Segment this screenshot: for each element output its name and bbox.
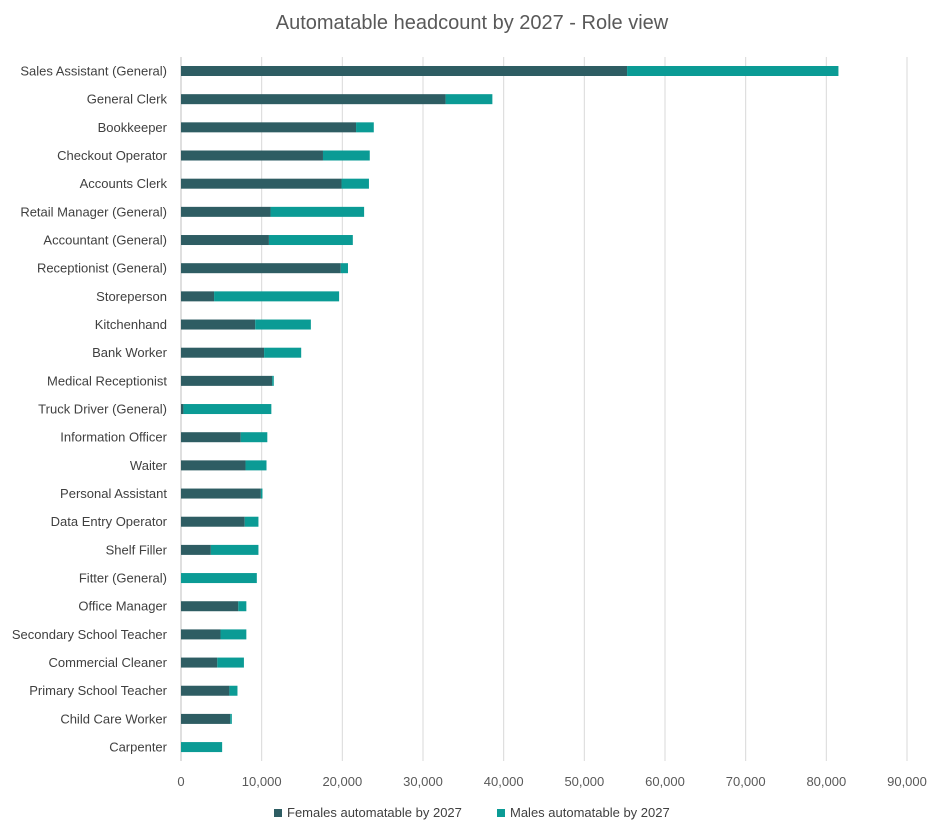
x-tick-label: 70,000 <box>726 774 766 789</box>
category-label: Kitchenhand <box>95 317 167 332</box>
category-label: Bookkeeper <box>98 120 168 135</box>
bar-males <box>341 178 369 189</box>
bar-males <box>244 516 259 527</box>
category-label: Storeperson <box>96 289 167 304</box>
bar-females <box>181 657 218 668</box>
bar-females <box>181 432 241 443</box>
bar-males <box>322 150 370 161</box>
bar-females <box>181 178 342 189</box>
bar-females <box>181 713 231 724</box>
category-label: Primary School Teacher <box>29 683 167 698</box>
bar-females <box>181 516 245 527</box>
x-tick-label: 60,000 <box>645 774 685 789</box>
bar-females <box>181 544 211 555</box>
bar-females <box>181 404 184 415</box>
category-label: Truck Driver (General) <box>38 402 167 417</box>
bar-males <box>445 94 493 105</box>
bar-males <box>272 375 274 386</box>
category-label: Receptionist (General) <box>37 261 167 276</box>
x-tick-label: 10,000 <box>242 774 282 789</box>
bar-layer <box>181 66 839 753</box>
bar-males <box>264 347 302 358</box>
value-axis: 0 10,000 20,000 30,000 40,000 50,000 60,000 70,… <box>177 774 927 789</box>
legend-label-males: Males automatable by 2027 <box>510 805 670 820</box>
category-label: General Clerk <box>87 92 168 107</box>
category-label: Retail Manager (General) <box>20 204 167 219</box>
bar-males <box>230 713 232 724</box>
bar-males <box>356 122 374 133</box>
legend: Females automatable by 2027 Males automa… <box>274 805 670 820</box>
bar-females <box>181 347 265 358</box>
x-tick-label: 0 <box>177 774 184 789</box>
chart-title: Automatable headcount by 2027 - Role vie… <box>276 12 669 34</box>
grid-layer <box>180 57 908 761</box>
bar-females <box>181 601 239 612</box>
category-label: Waiter <box>130 458 168 473</box>
category-label: Child Care Worker <box>60 711 167 726</box>
x-tick-label: 20,000 <box>322 774 362 789</box>
bar-females <box>181 488 261 499</box>
category-label: Personal Assistant <box>60 486 167 501</box>
bar-males <box>240 432 268 443</box>
category-label: Carpenter <box>109 740 167 755</box>
x-tick-label: 40,000 <box>484 774 524 789</box>
bar-females <box>181 629 221 640</box>
bar-males <box>268 235 353 246</box>
bar-females <box>181 235 269 246</box>
category-label: Bank Worker <box>92 345 168 360</box>
x-tick-label: 90,000 <box>887 774 927 789</box>
category-label: Commercial Cleaner <box>49 655 168 670</box>
legend-swatch-females <box>274 809 282 817</box>
bar-females <box>181 375 273 386</box>
x-tick-label: 30,000 <box>403 774 443 789</box>
bar-males <box>220 629 247 640</box>
bar-females <box>181 460 246 471</box>
category-label: Medical Receptionist <box>47 373 167 388</box>
category-axis: Sales Assistant (General) General Clerk Bo… <box>12 64 168 755</box>
bar-males <box>245 460 267 471</box>
bar-males <box>238 601 247 612</box>
category-label: Office Manager <box>78 599 167 614</box>
bar-males <box>255 319 311 330</box>
bar-females <box>181 122 357 133</box>
bar-males <box>181 573 257 584</box>
x-tick-label: 80,000 <box>806 774 846 789</box>
category-label: Data Entry Operator <box>51 514 168 529</box>
bar-males <box>183 404 272 415</box>
category-label: Accountant (General) <box>43 233 167 248</box>
legend-swatch-males <box>497 809 505 817</box>
legend-label-females: Females automatable by 2027 <box>287 805 462 820</box>
category-label: Secondary School Teacher <box>12 627 168 642</box>
bar-females <box>181 150 323 161</box>
category-label: Fitter (General) <box>79 571 167 586</box>
category-label: Sales Assistant (General) <box>20 64 167 79</box>
bar-males <box>210 544 259 555</box>
bar-males <box>260 488 263 499</box>
bar-males <box>181 742 223 753</box>
bar-males <box>270 206 365 217</box>
bar-males <box>340 263 348 274</box>
bar-males <box>217 657 244 668</box>
category-label: Accounts Clerk <box>80 176 168 191</box>
category-label: Information Officer <box>60 430 167 445</box>
bar-females <box>181 319 256 330</box>
x-tick-label: 50,000 <box>564 774 604 789</box>
bar-females <box>181 263 341 274</box>
category-label: Checkout Operator <box>57 148 168 163</box>
bar-females <box>181 291 215 302</box>
bar-females <box>181 685 230 696</box>
bar-males <box>229 685 238 696</box>
category-label: Shelf Filler <box>106 542 168 557</box>
bar-females <box>181 206 271 217</box>
bar-males <box>214 291 340 302</box>
bar-females <box>181 66 628 76</box>
bar-females <box>181 94 446 105</box>
bar-males <box>627 66 839 76</box>
